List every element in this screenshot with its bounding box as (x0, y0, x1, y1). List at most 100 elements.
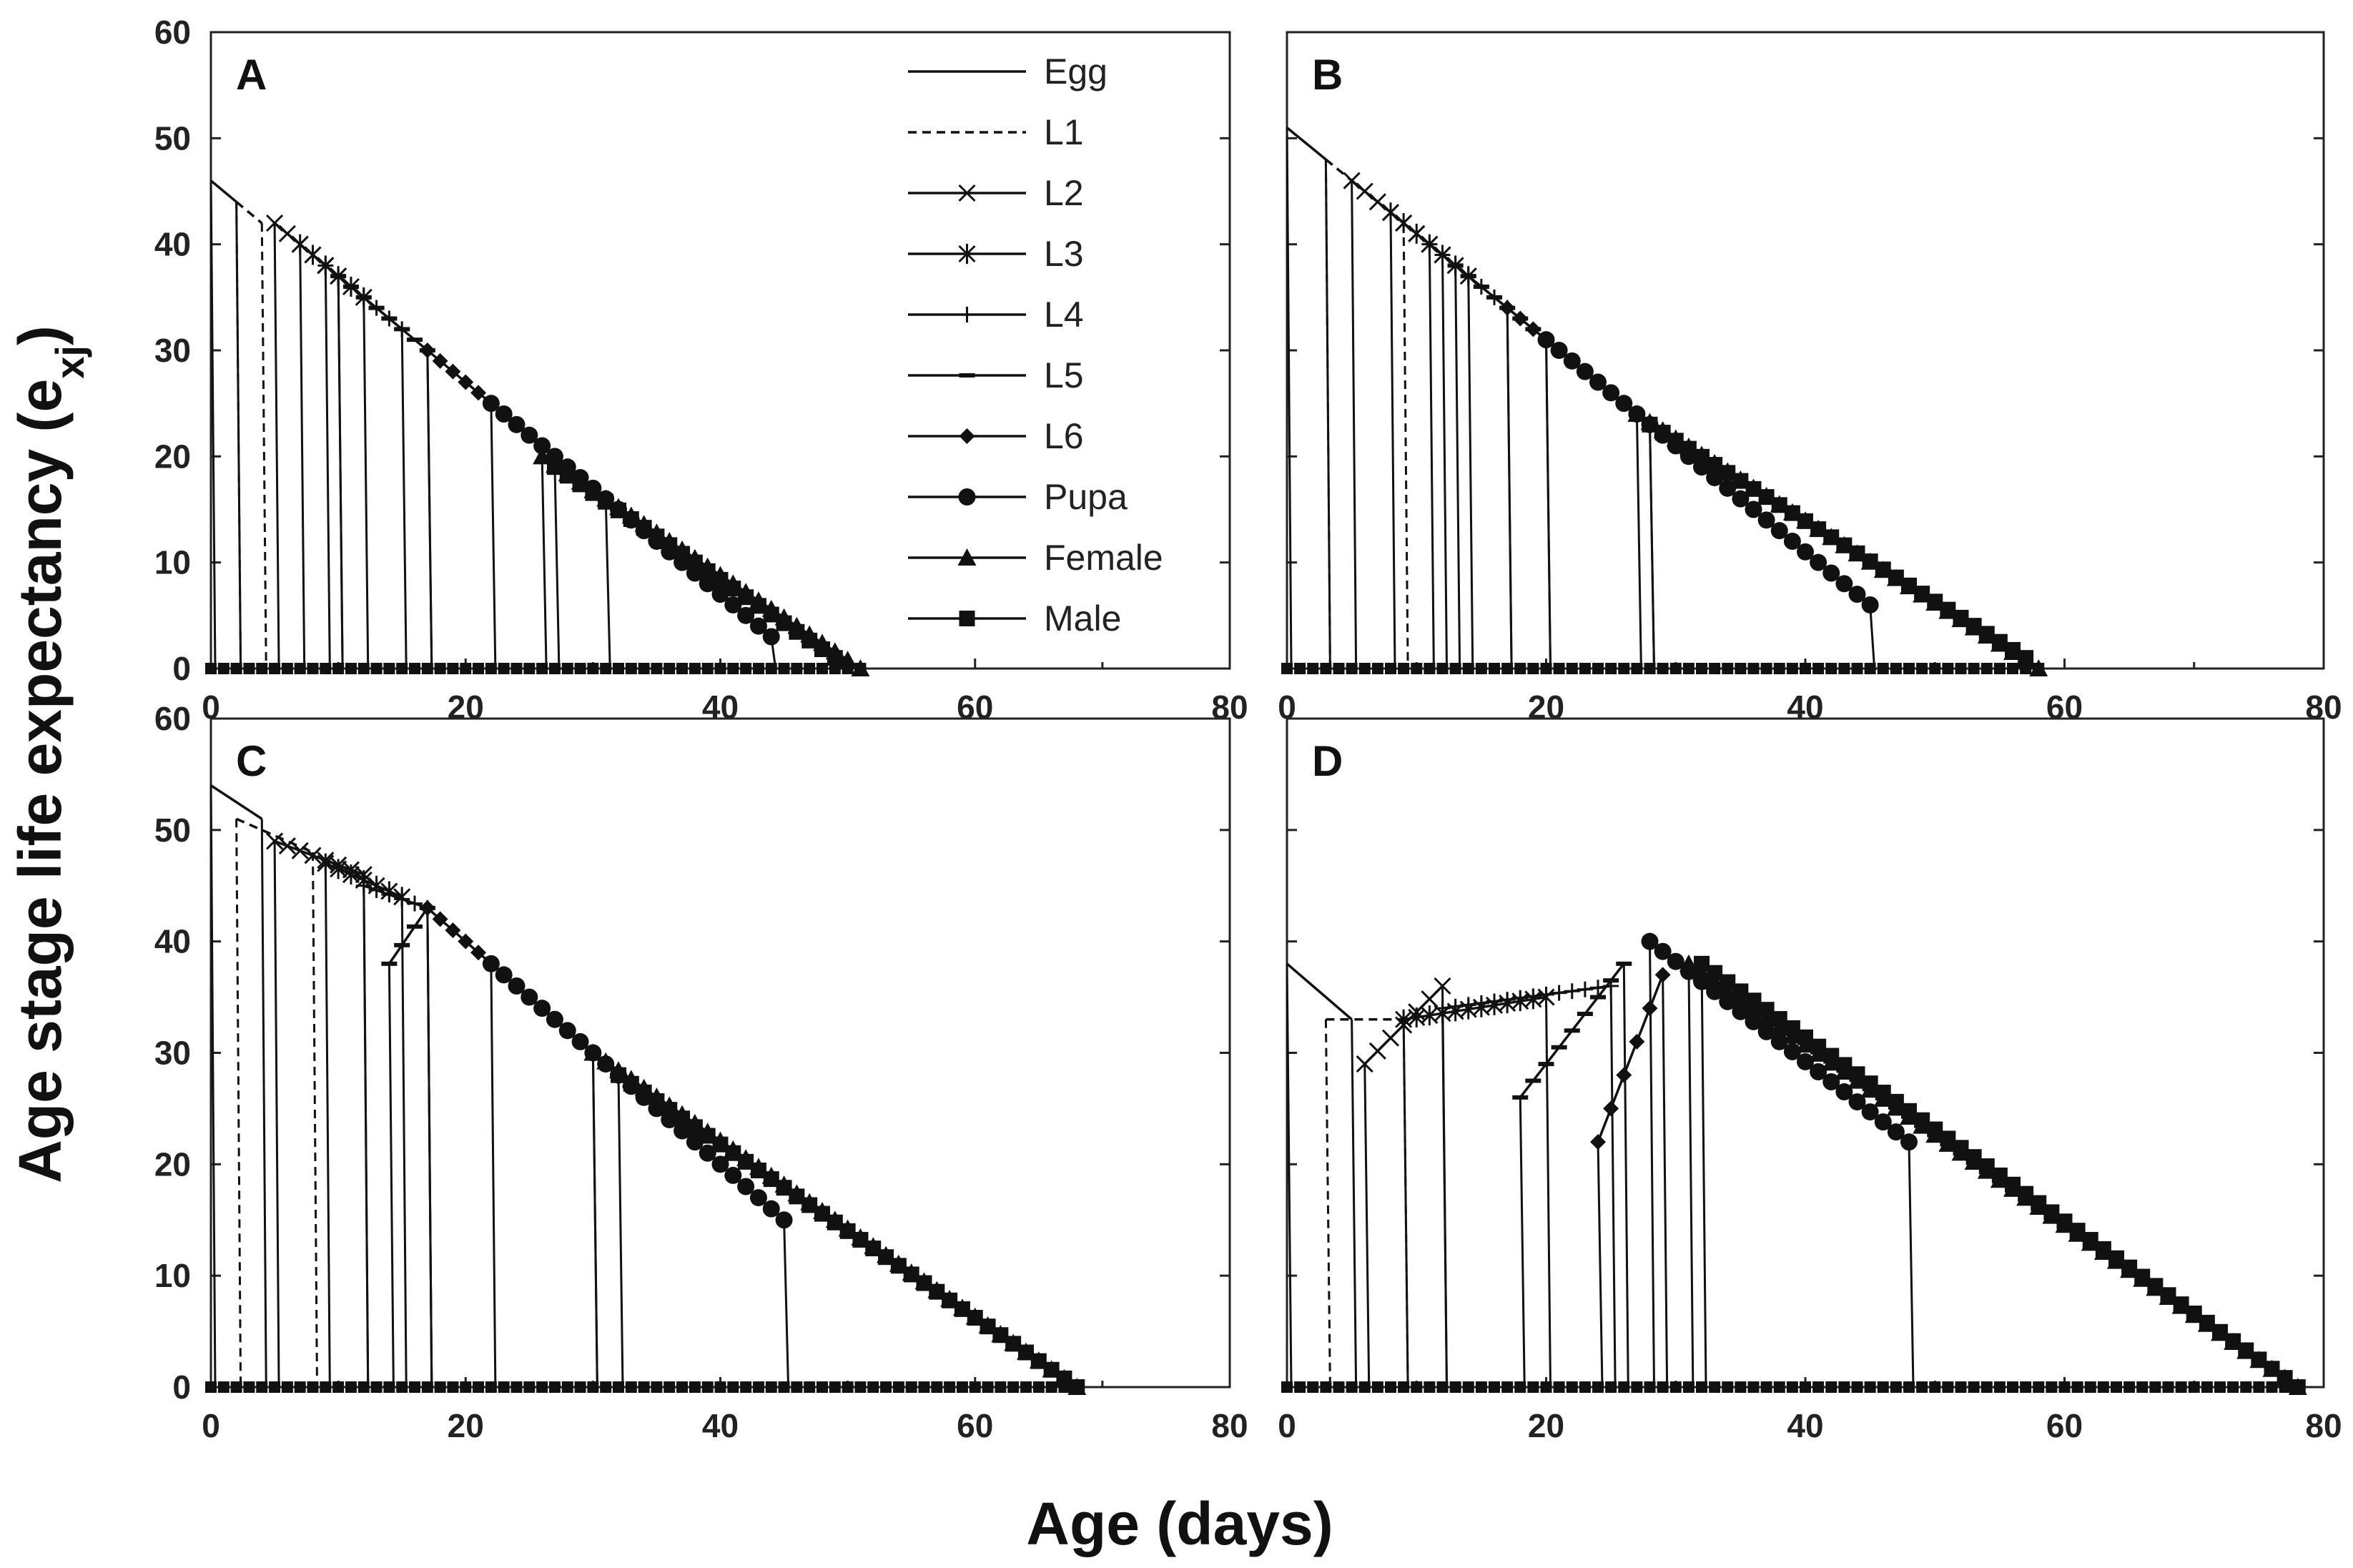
y-tick-label: 50 (154, 119, 191, 157)
baseline-point (613, 663, 624, 674)
legend-label: Pupa (1044, 477, 1128, 517)
baseline-point (1294, 1381, 1306, 1393)
baseline-point (1786, 663, 1798, 674)
series-drop (490, 403, 497, 669)
baseline-point (1371, 663, 1383, 674)
series-point (827, 650, 843, 666)
series-point (2186, 1306, 2202, 1322)
baseline-point (1281, 1381, 1293, 1393)
baseline-point (625, 663, 637, 674)
series-point (1745, 992, 1762, 1009)
baseline-point (727, 663, 739, 674)
series-point (929, 1283, 945, 1300)
series-point (1810, 521, 1827, 538)
baseline-point (1281, 663, 1293, 674)
legend-label: L6 (1044, 416, 1084, 456)
series-l1 (235, 817, 318, 1388)
series-point (763, 1171, 779, 1188)
series-point (1421, 236, 1438, 252)
baseline-point (714, 663, 726, 674)
series-point (419, 899, 435, 916)
series-point (1953, 1140, 1969, 1156)
series-drop (299, 244, 306, 669)
baseline-point (1058, 1381, 1070, 1393)
series-l2 (266, 832, 373, 1388)
baseline-point (561, 663, 573, 674)
series-point (2031, 1195, 2047, 1211)
x-tick-label: 40 (702, 1407, 739, 1444)
series-point (1654, 967, 1671, 983)
series-point (2147, 1278, 2164, 1294)
baseline-point (1631, 1381, 1643, 1393)
legend-item-egg: Egg (908, 51, 1108, 92)
baseline-point (2071, 1381, 2083, 1393)
series-point (1603, 1100, 1619, 1117)
series-point (291, 234, 309, 255)
baseline-point (1436, 1381, 1449, 1393)
legend: Egg L1 L2 L3 L4 L5 L6 Pupa Female Male (908, 51, 1163, 638)
baseline-point (740, 1381, 752, 1393)
y-axis-title-subscript: xj (47, 345, 92, 379)
baseline-point (370, 663, 383, 674)
legend-item-l4: L4 (908, 295, 1084, 335)
series-drop (1662, 975, 1669, 1388)
series-point (445, 922, 461, 939)
series-point (546, 1010, 563, 1028)
baseline-point (1007, 1381, 1020, 1393)
series-point (750, 1162, 766, 1178)
baseline-point (1385, 663, 1396, 674)
series-drop (1545, 340, 1552, 669)
series-line (235, 200, 263, 225)
series-point (686, 1119, 703, 1135)
baseline-point (842, 1381, 854, 1393)
y-tick-label: 40 (154, 923, 191, 960)
baseline-point (1449, 663, 1461, 674)
series-drop (1908, 1142, 1915, 1388)
baseline-point (536, 1381, 548, 1393)
baseline-point (2162, 1381, 2174, 1393)
series-line (1286, 962, 1353, 1021)
baseline-point (1773, 663, 1785, 674)
baseline-point (409, 1381, 420, 1393)
series-drop (1700, 963, 1707, 1388)
y-tick-label: 60 (154, 700, 191, 737)
series-point (738, 589, 754, 606)
baseline-point (2033, 1381, 2045, 1393)
series-point (789, 1188, 805, 1205)
x-tick-label: 0 (202, 1407, 220, 1444)
series-drop (1597, 1142, 1604, 1388)
series-point (1758, 489, 1775, 506)
legend-label: L2 (1044, 173, 1084, 213)
baseline-point (2201, 1381, 2213, 1393)
baseline-point (625, 1381, 637, 1393)
baseline-point (1020, 1381, 1032, 1393)
baseline-point (1709, 663, 1721, 674)
series-egg (1286, 127, 1331, 669)
baseline-point (1838, 1381, 1850, 1393)
x-tick-label: 20 (448, 1407, 484, 1444)
series-point (1512, 310, 1529, 327)
series-point (1965, 1149, 1982, 1165)
series-point (686, 1133, 704, 1151)
x-tick-label: 20 (448, 689, 484, 726)
baseline-point (1358, 663, 1371, 674)
baseline-point (1800, 663, 1811, 674)
series-point (1849, 1066, 1865, 1083)
baseline-point (1800, 1381, 1811, 1393)
baseline-point (1916, 1381, 1928, 1393)
x-tick-label: 20 (1528, 689, 1564, 726)
baseline-point (574, 663, 586, 674)
baseline-point (510, 663, 523, 674)
series-point (291, 842, 309, 859)
baseline-point (2111, 1381, 2122, 1393)
panel-label: B (1312, 51, 1343, 99)
series-point (1707, 965, 1723, 981)
baseline-point (1864, 1381, 1876, 1393)
baseline-point (1579, 663, 1591, 674)
series-point (304, 847, 322, 864)
baseline-point (1669, 663, 1682, 674)
baseline-point (434, 663, 446, 674)
baseline-point (1032, 1381, 1045, 1393)
baseline-point (791, 1381, 803, 1393)
baseline-point (574, 1381, 586, 1393)
